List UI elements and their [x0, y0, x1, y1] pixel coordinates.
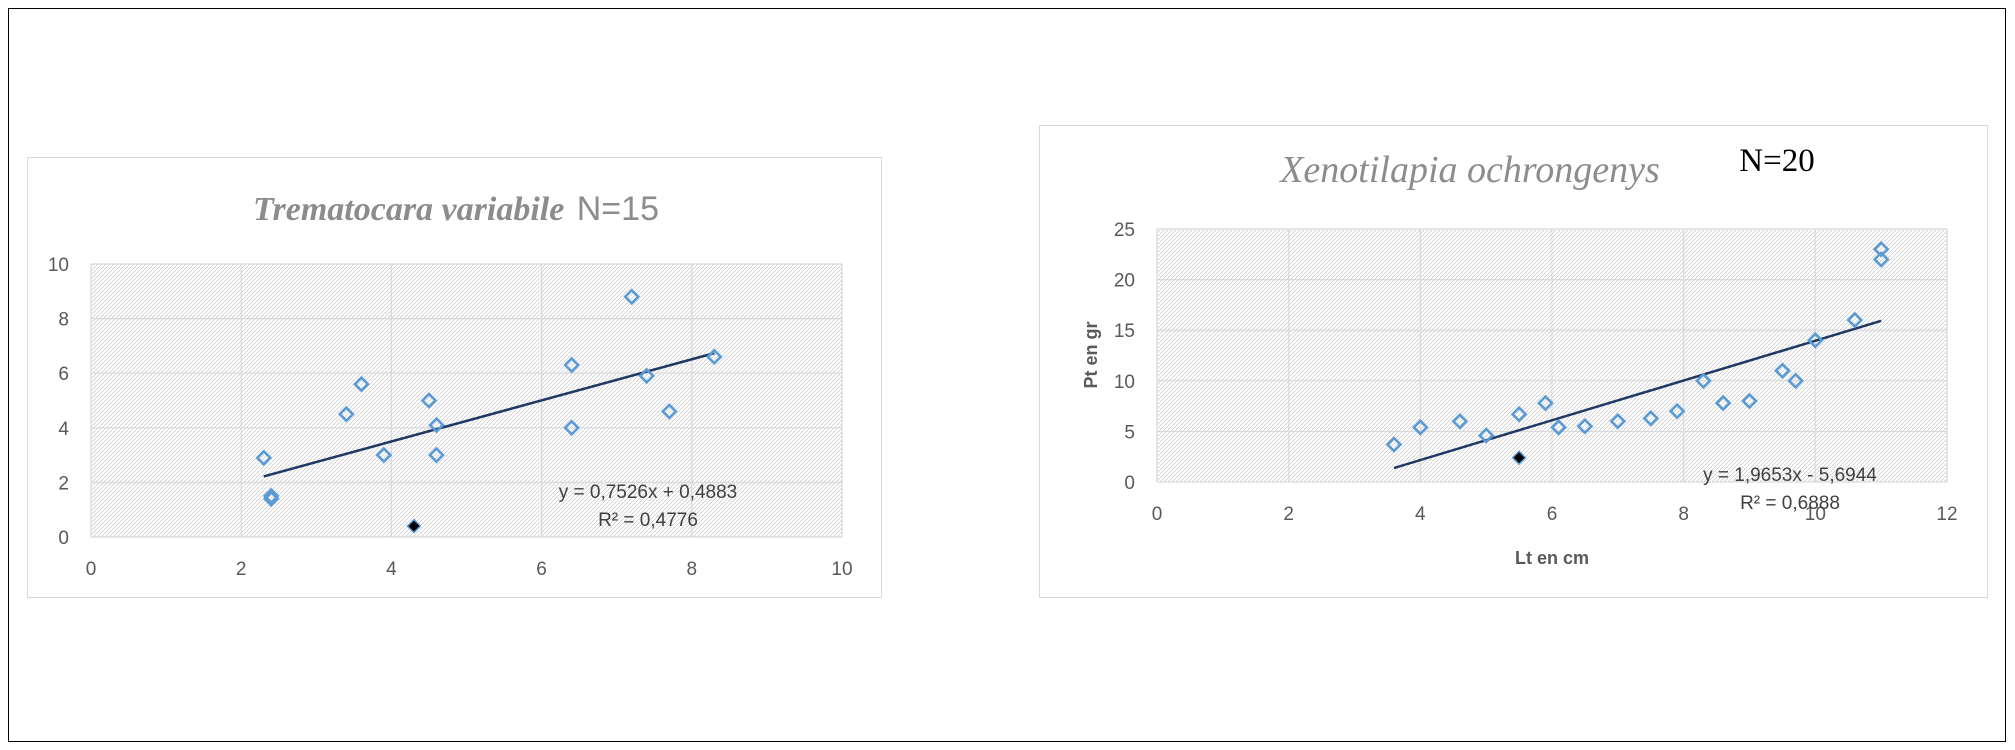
chart-trematocara: Trematocara variabile N=15 0 2 4 6 8 10 0 2 4 6 8 1… — [27, 157, 882, 598]
chart-xenotilapia-svg: Xenotilapia ochrongenys N=20 0 2 4 6 8 10 12 0 5… — [1081, 143, 1958, 568]
x-tick-label: 2 — [236, 559, 247, 580]
data-point — [338, 405, 355, 423]
y-axis-title: Pt en gr — [1081, 321, 1101, 388]
data-point — [428, 446, 445, 464]
data-point — [1774, 362, 1791, 380]
data-point — [1550, 419, 1567, 436]
highlight-data-point — [1511, 450, 1527, 466]
data-point — [1846, 311, 1864, 329]
trendline-r2: R² = 0,6888 — [1740, 493, 1840, 514]
page-frame — [8, 8, 2006, 742]
trendline-equation: y = 0,7526x + 0,4883 — [559, 482, 738, 503]
chart-title-n: N=15 — [577, 190, 659, 228]
x-tick-label: 2 — [1283, 504, 1294, 525]
data-point — [1787, 372, 1804, 390]
y-tick-label: 15 — [1114, 321, 1135, 342]
y-tick-label: 20 — [1114, 271, 1135, 292]
data-point — [705, 348, 723, 366]
gridlines — [90, 263, 843, 538]
highlight-data-point — [406, 518, 422, 534]
data-point — [262, 490, 280, 508]
data-point — [1642, 409, 1660, 427]
x-tick-label: 12 — [1936, 504, 1957, 525]
x-tick-label: 8 — [687, 559, 698, 580]
chart-xenotilapia: Xenotilapia ochrongenys N=20 0 2 4 6 8 10 12 0 5… — [1039, 125, 1988, 598]
data-point — [1714, 394, 1732, 412]
data-point — [428, 416, 445, 434]
chart-title-n: N=20 — [1739, 143, 1814, 179]
y-tick-label: 10 — [48, 255, 69, 276]
data-point — [1576, 418, 1594, 435]
chart-title-species: Trematocara variabile — [253, 191, 564, 228]
data-points — [255, 288, 723, 534]
data-point — [1668, 402, 1686, 420]
y-tick-label: 0 — [1124, 473, 1135, 494]
data-point — [1872, 240, 1890, 258]
plot-area — [91, 264, 842, 537]
y-tick-label: 25 — [1114, 220, 1135, 241]
x-tick-label: 6 — [1547, 504, 1558, 525]
x-tick-label: 6 — [536, 559, 547, 580]
data-point — [1537, 394, 1554, 412]
data-point — [420, 392, 438, 409]
y-tick-label: 2 — [58, 473, 69, 494]
data-point — [1872, 251, 1890, 268]
data-point — [660, 403, 678, 420]
chart-title-species: Xenotilapia ochrongenys — [1278, 149, 1660, 191]
y-tick-label: 0 — [58, 528, 69, 549]
x-axis-title: Lt en cm — [1515, 548, 1589, 568]
data-point — [563, 356, 580, 374]
data-point — [1741, 392, 1758, 410]
data-point — [563, 419, 580, 437]
trendline — [1393, 319, 1882, 470]
data-points — [1385, 240, 1890, 466]
x-tick-label: 8 — [1678, 504, 1689, 525]
data-point — [623, 288, 641, 306]
chart-trematocara-svg: Trematocara variabile N=15 0 2 4 6 8 10 0 2 4 6 8 1… — [48, 190, 853, 580]
data-point — [1806, 331, 1824, 349]
y-tick-label: 10 — [1114, 372, 1135, 393]
tick-labels: 0 2 4 6 8 10 0 2 4 6 8 10 — [48, 255, 853, 580]
chart-title: Trematocara variabile N=15 — [253, 190, 659, 228]
data-point — [1451, 412, 1469, 430]
data-point — [1510, 405, 1528, 423]
y-tick-label: 6 — [58, 364, 69, 385]
data-point — [255, 449, 273, 467]
trendline — [263, 351, 715, 478]
data-point — [1609, 412, 1627, 430]
y-tick-label: 5 — [1124, 422, 1135, 443]
x-tick-label: 10 — [1805, 504, 1826, 525]
data-point — [375, 446, 393, 464]
data-point — [638, 367, 656, 385]
tick-labels: 0 2 4 6 8 10 12 0 5 10 15 20 25 — [1114, 220, 1958, 525]
data-point — [1411, 419, 1429, 436]
x-tick-label: 4 — [1415, 504, 1426, 525]
x-tick-label: 0 — [1152, 504, 1163, 525]
data-point — [1695, 372, 1712, 390]
data-point — [1385, 436, 1403, 453]
x-tick-label: 4 — [386, 559, 397, 580]
y-tick-label: 4 — [58, 419, 69, 440]
data-point — [262, 487, 280, 505]
trendline-r2: R² = 0,4776 — [598, 510, 698, 531]
trendline-equation: y = 1,9653x - 5,6944 — [1703, 465, 1877, 486]
gridlines — [1156, 228, 1948, 483]
x-tick-label: 0 — [86, 559, 97, 580]
data-point — [353, 375, 370, 393]
y-tick-label: 8 — [58, 310, 69, 331]
data-point — [1477, 427, 1495, 444]
x-tick-label: 10 — [831, 559, 852, 580]
